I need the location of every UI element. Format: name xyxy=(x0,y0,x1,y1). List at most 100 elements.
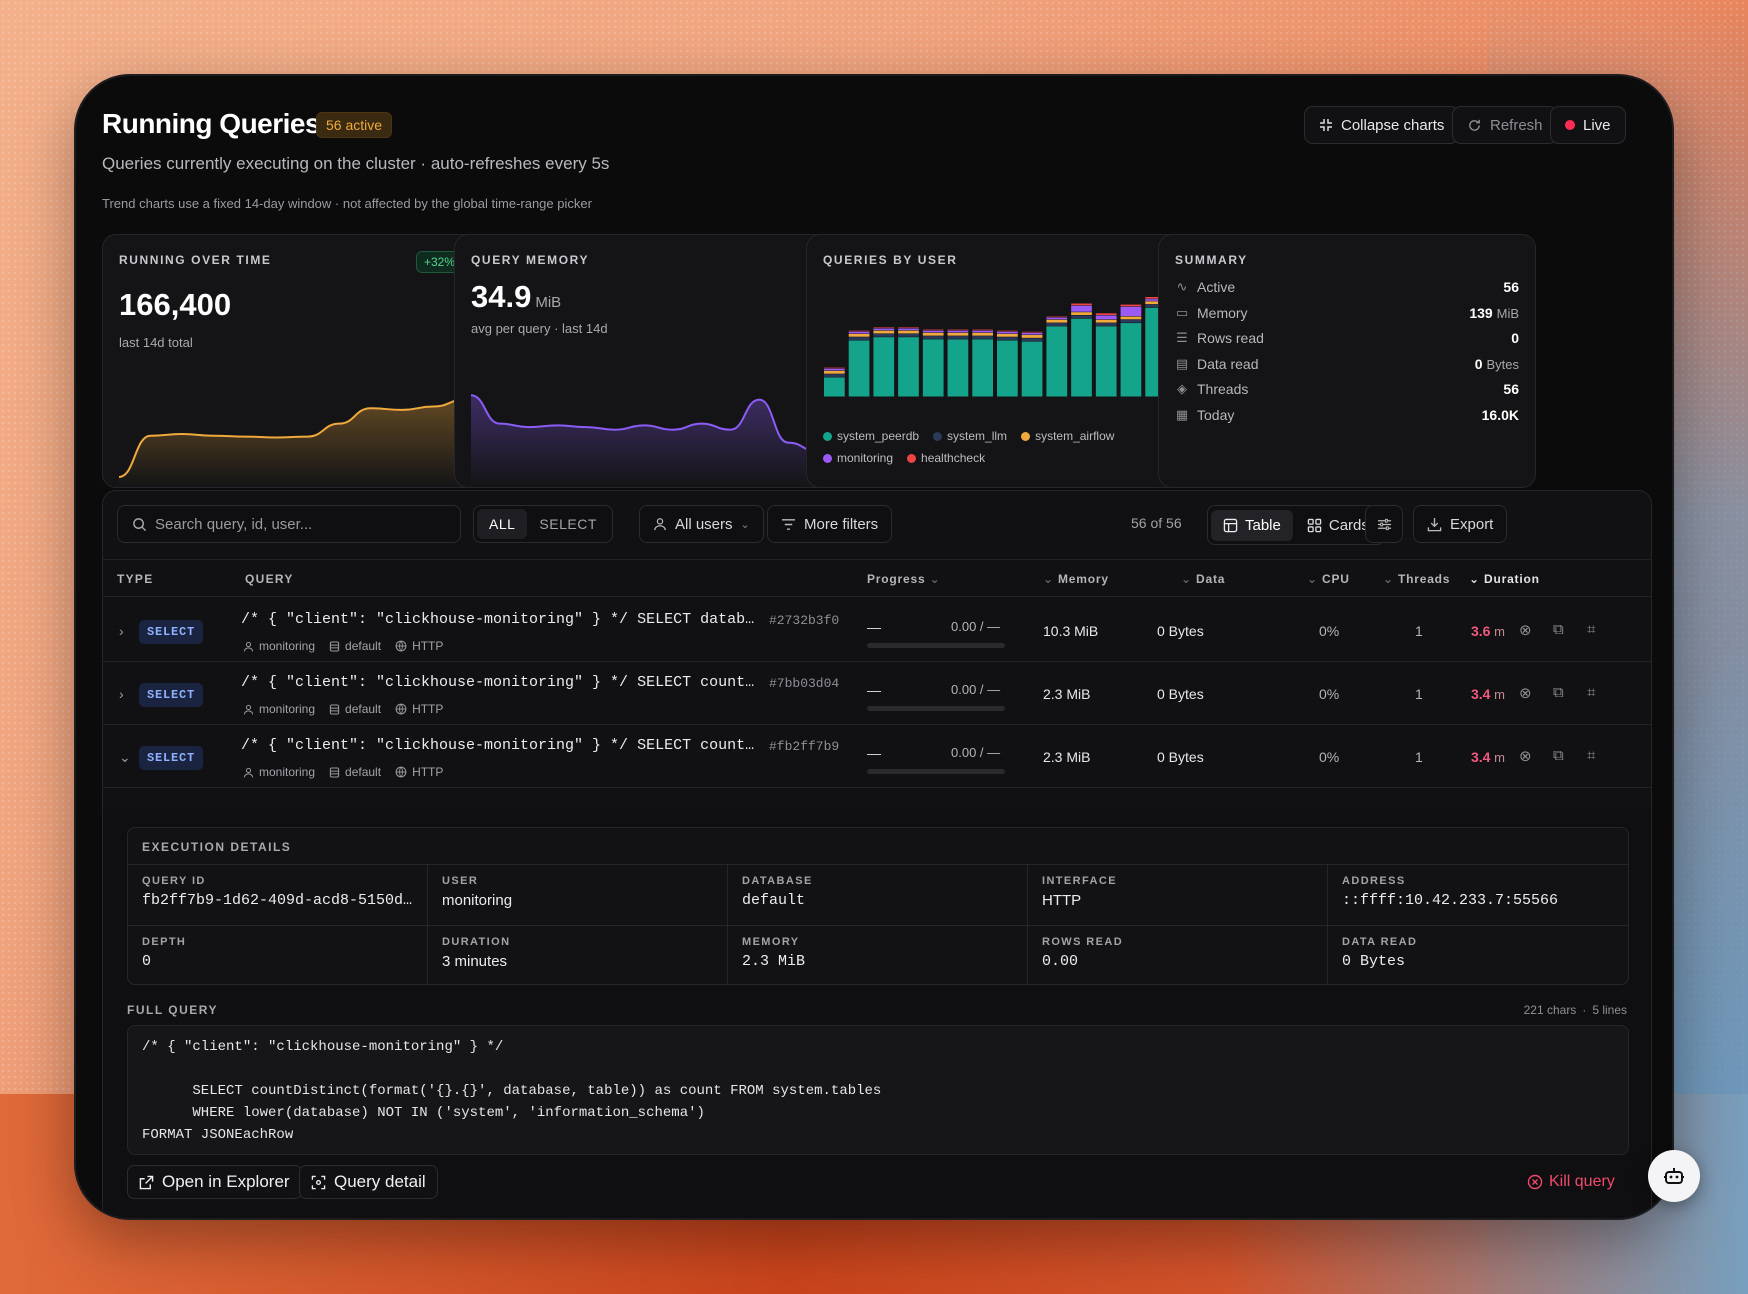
kill-query-button[interactable]: Kill query xyxy=(1527,1173,1615,1191)
table-row[interactable]: › SELECT /* { "client": "clickhouse-moni… xyxy=(103,662,1651,725)
detail-duration: DURATION 3 minutes xyxy=(428,925,728,984)
table-row[interactable]: ⌄ SELECT /* { "client": "clickhouse-moni… xyxy=(103,725,1651,788)
bar-segment-system_peerdb xyxy=(997,340,1018,397)
cancel-icon[interactable]: ⊗ xyxy=(1519,685,1532,702)
expand-chevron-icon[interactable]: › xyxy=(119,686,124,702)
live-toggle-button[interactable]: Live xyxy=(1550,106,1626,144)
detail-value[interactable]: fb2ff7b9-1d62-409d-acd8-5150d… xyxy=(142,892,413,909)
bar-segment-monitoring xyxy=(1046,317,1068,320)
live-label: Live xyxy=(1583,116,1611,134)
query-type-badge: SELECT xyxy=(139,620,204,644)
cpu-cell: 0% xyxy=(1319,749,1340,765)
col-query[interactable]: QUERY xyxy=(245,572,294,586)
query-hash: #7bb03d04 xyxy=(769,676,840,691)
progress-dash: — xyxy=(867,619,881,635)
detail-value[interactable]: 3 minutes xyxy=(442,952,508,970)
col-duration[interactable]: ⌄ Duration xyxy=(1469,572,1540,586)
bar-segment-system_airflow xyxy=(873,330,895,334)
bar-segment-monitoring xyxy=(1095,315,1117,320)
cards-view-button[interactable]: Cards xyxy=(1295,510,1381,541)
bar-segment-system_peerdb xyxy=(1021,341,1043,397)
external-link-icon xyxy=(139,1175,154,1189)
kill-query-label: Kill query xyxy=(1549,1173,1615,1190)
detail-value[interactable]: 2.3 MiB xyxy=(742,952,806,970)
col-cpu[interactable]: ⌄ CPU xyxy=(1307,572,1350,586)
col-threads[interactable]: ⌄ Threads xyxy=(1383,572,1450,586)
query-hash: #2732b3f0 xyxy=(769,613,840,628)
bar-segment-healthcheck xyxy=(873,327,895,329)
data-cell: 0 Bytes xyxy=(1157,749,1204,765)
detail-value[interactable]: 0 xyxy=(142,952,152,970)
open-in-explorer-button[interactable]: Open in Explorer xyxy=(127,1165,302,1199)
page-title: Running Queries xyxy=(102,108,321,139)
cpu-cell: 0% xyxy=(1319,686,1340,702)
full-query-code[interactable]: /* { "client": "clickhouse-monitoring" }… xyxy=(127,1025,1629,1155)
table-view-button[interactable]: Table xyxy=(1211,509,1293,541)
card-label: SUMMARY xyxy=(1175,253,1248,267)
detail-value[interactable]: ::ffff:10.42.233.7:55566 xyxy=(1342,892,1559,909)
col-cpu-label: CPU xyxy=(1322,572,1350,586)
grid-icon xyxy=(1307,518,1322,532)
bar-segment-system_llm xyxy=(1046,323,1068,326)
expand-chevron-icon[interactable]: › xyxy=(119,623,124,639)
bar-segment-system_llm xyxy=(1021,338,1043,342)
search-box[interactable] xyxy=(117,505,461,543)
bar-segment-system_peerdb xyxy=(1095,326,1117,397)
bar-segment-system_airflow xyxy=(1021,335,1043,338)
meta-user: monitoring xyxy=(243,765,315,779)
user-icon xyxy=(654,518,666,531)
search-input[interactable] xyxy=(155,515,435,533)
scan-icon[interactable]: ⌗ xyxy=(1587,621,1596,638)
legend-label: system_peerdb xyxy=(837,429,920,443)
table-row[interactable]: › SELECT /* { "client": "clickhouse-moni… xyxy=(103,599,1651,662)
chart-legend: system_peerdb system_llm system_airflow mon… xyxy=(823,429,1173,465)
more-filters-button[interactable]: More filters xyxy=(767,505,893,543)
cancel-icon[interactable]: ⊗ xyxy=(1519,622,1532,639)
external-link-icon[interactable]: ⧉ xyxy=(1553,621,1564,638)
sparkline-line xyxy=(118,398,466,478)
filter-all-tab[interactable]: ALL xyxy=(477,509,528,539)
detail-value[interactable]: HTTP xyxy=(1042,892,1082,909)
filter-select-tab[interactable]: SELECT xyxy=(539,516,597,532)
globe-icon xyxy=(395,766,407,778)
query-text[interactable]: /* { "client": "clickhouse-monitoring" }… xyxy=(241,674,761,691)
sort-icon: ⌄ xyxy=(1043,572,1054,586)
toolbar: ALL SELECT All users ⌄ More filters 56 o… xyxy=(117,505,1637,545)
activity-icon: ∿ xyxy=(1176,279,1188,294)
query-detail-button[interactable]: Query detail xyxy=(299,1165,438,1199)
export-label: Export xyxy=(1450,515,1494,533)
assistant-bot-button[interactable] xyxy=(1648,1150,1700,1202)
col-progress[interactable]: Progress ⌄ xyxy=(867,572,940,586)
summary-row-threads: ◈ Threads 56 xyxy=(1175,379,1519,399)
col-type[interactable]: TYPE xyxy=(117,572,154,586)
app-window: Running Queries 56 active Queries curren… xyxy=(74,74,1674,1220)
refresh-button[interactable]: Refresh xyxy=(1452,106,1558,144)
bar-segment-system_airflow xyxy=(1071,312,1092,315)
expand-chevron-icon[interactable]: ⌄ xyxy=(119,749,131,765)
col-data[interactable]: ⌄ Data xyxy=(1181,572,1225,586)
detail-key: ADDRESS xyxy=(1342,875,1406,887)
bar-segment-monitoring xyxy=(873,328,895,331)
export-button[interactable]: Export xyxy=(1413,505,1508,543)
column-settings-button[interactable] xyxy=(1365,505,1403,543)
all-users-dropdown[interactable]: All users ⌄ xyxy=(639,505,764,543)
bar-segment-monitoring xyxy=(898,328,919,331)
cancel-icon[interactable]: ⊗ xyxy=(1519,748,1532,765)
bar-segment-monitoring xyxy=(824,368,845,371)
scan-icon[interactable]: ⌗ xyxy=(1587,684,1596,701)
external-link-icon[interactable]: ⧉ xyxy=(1553,684,1564,701)
detail-value[interactable]: 0 Bytes xyxy=(1342,952,1406,970)
scan-icon[interactable]: ⌗ xyxy=(1587,747,1596,764)
detail-value[interactable]: monitoring xyxy=(442,892,513,909)
query-text[interactable]: /* { "client": "clickhouse-monitoring" }… xyxy=(241,737,761,754)
col-progress-label: Progress xyxy=(867,572,926,586)
col-memory[interactable]: ⌄ Memory xyxy=(1043,572,1109,586)
bar-segment-system_peerdb xyxy=(922,339,944,397)
card-subtitle: avg per query · last 14d xyxy=(471,321,608,336)
external-link-icon[interactable]: ⧉ xyxy=(1553,747,1564,764)
memory-icon: ▭ xyxy=(1175,304,1189,320)
collapse-charts-button[interactable]: Collapse charts xyxy=(1304,106,1460,144)
query-text[interactable]: /* { "client": "clickhouse-monitoring" }… xyxy=(241,611,761,628)
detail-value[interactable]: default xyxy=(742,892,806,909)
detail-value[interactable]: 0.00 xyxy=(1042,952,1079,970)
